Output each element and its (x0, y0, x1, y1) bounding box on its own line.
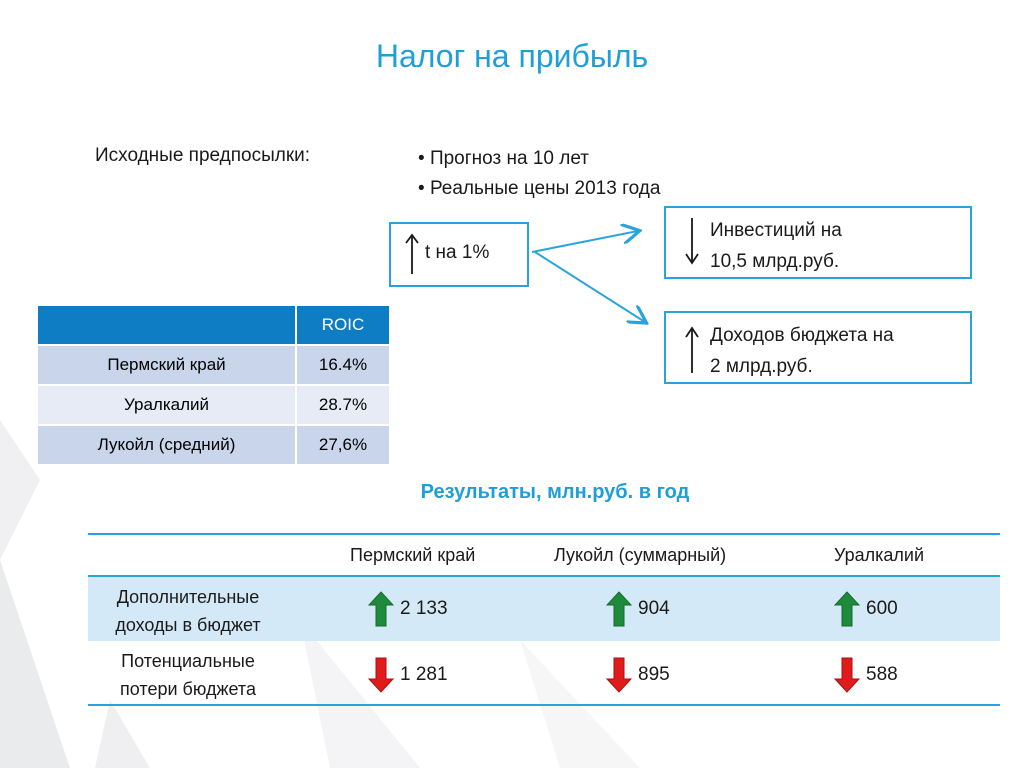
results-title: Результаты, млн.руб. в год (420, 481, 690, 503)
roic-header-row: ROIC (36, 304, 391, 346)
investments-line1: Инвестиций на (710, 220, 842, 241)
table-row: Лукойл (средний) 27,6% (36, 424, 391, 466)
green-up-arrow-icon (606, 591, 632, 627)
roic-company: Пермский край (36, 344, 297, 386)
result-value: 1 281 (400, 664, 448, 685)
row-label: Потенциальные потери бюджета (88, 647, 288, 703)
result-cell: 2 133 (368, 591, 448, 627)
arrow-up-icon (685, 326, 699, 373)
roic-header-label: ROIC (295, 304, 391, 346)
investments-box: Инвестиций на 10,5 млрд.руб. (664, 206, 972, 279)
column-header: Пермский край (350, 545, 476, 565)
premise-item: Прогноз на 10 лет (418, 144, 660, 174)
premises-list: Прогноз на 10 лет Реальные цены 2013 год… (418, 144, 660, 204)
budget-revenue-box: Доходов бюджета на 2 млрд.руб. (664, 311, 972, 384)
column-header: Лукойл (суммарный) (554, 545, 727, 565)
result-cell: 588 (834, 657, 898, 693)
revenue-line1: Доходов бюджета на (710, 325, 894, 346)
arrow-up-icon (405, 233, 419, 274)
tax-rate-box: t на 1% (389, 222, 529, 287)
roic-value: 28.7% (295, 384, 391, 426)
green-up-arrow-icon (368, 591, 394, 627)
column-header: Уралкалий (834, 545, 925, 565)
red-down-arrow-icon (368, 657, 394, 693)
result-value: 600 (866, 598, 898, 619)
roic-value: 16.4% (295, 344, 391, 386)
roic-header-blank (36, 304, 297, 346)
roic-table: ROIC Пермский край 16.4% Уралкалий 28.7%… (36, 304, 391, 466)
investments-line2: 10,5 млрд.руб. (710, 251, 840, 272)
row-label-line: Дополнительные (116, 587, 260, 607)
roic-company: Уралкалий (36, 384, 297, 426)
roic-value: 27,6% (295, 424, 391, 466)
row-label-line: доходы в бюджет (115, 615, 261, 635)
divider (88, 704, 1000, 706)
row-label-line: Потенциальные (121, 651, 255, 671)
revenue-line2: 2 млрд.руб. (710, 356, 813, 377)
result-cell: 904 (606, 591, 670, 627)
result-value: 904 (638, 598, 670, 619)
row-label: Дополнительные доходы в бюджет (88, 583, 288, 639)
red-down-arrow-icon (834, 657, 860, 693)
table-row: Пермский край 16.4% (36, 344, 391, 386)
result-cell: 1 281 (368, 657, 448, 693)
connector-to-investments (531, 231, 638, 253)
result-value: 895 (638, 664, 670, 685)
row-label-line: потери бюджета (120, 679, 256, 699)
page-title: Налог на прибыль (375, 38, 649, 74)
result-cell: 600 (834, 591, 898, 627)
connector-to-revenue (534, 251, 645, 322)
divider (88, 533, 1000, 535)
premise-item: Реальные цены 2013 года (418, 174, 660, 204)
tax-rate-text: t на 1% (425, 242, 490, 263)
roic-company: Лукойл (средний) (36, 424, 297, 466)
premises-label: Исходные предпосылки: (95, 145, 311, 166)
result-value: 2 133 (400, 598, 448, 619)
result-cell: 895 (606, 657, 670, 693)
results-table: Пермский край Лукойл (суммарный) Уралкал… (88, 533, 1000, 708)
divider (88, 575, 1000, 577)
green-up-arrow-icon (834, 591, 860, 627)
result-value: 588 (866, 664, 898, 685)
table-row: Уралкалий 28.7% (36, 384, 391, 426)
red-down-arrow-icon (606, 657, 632, 693)
arrow-down-icon (685, 218, 699, 265)
